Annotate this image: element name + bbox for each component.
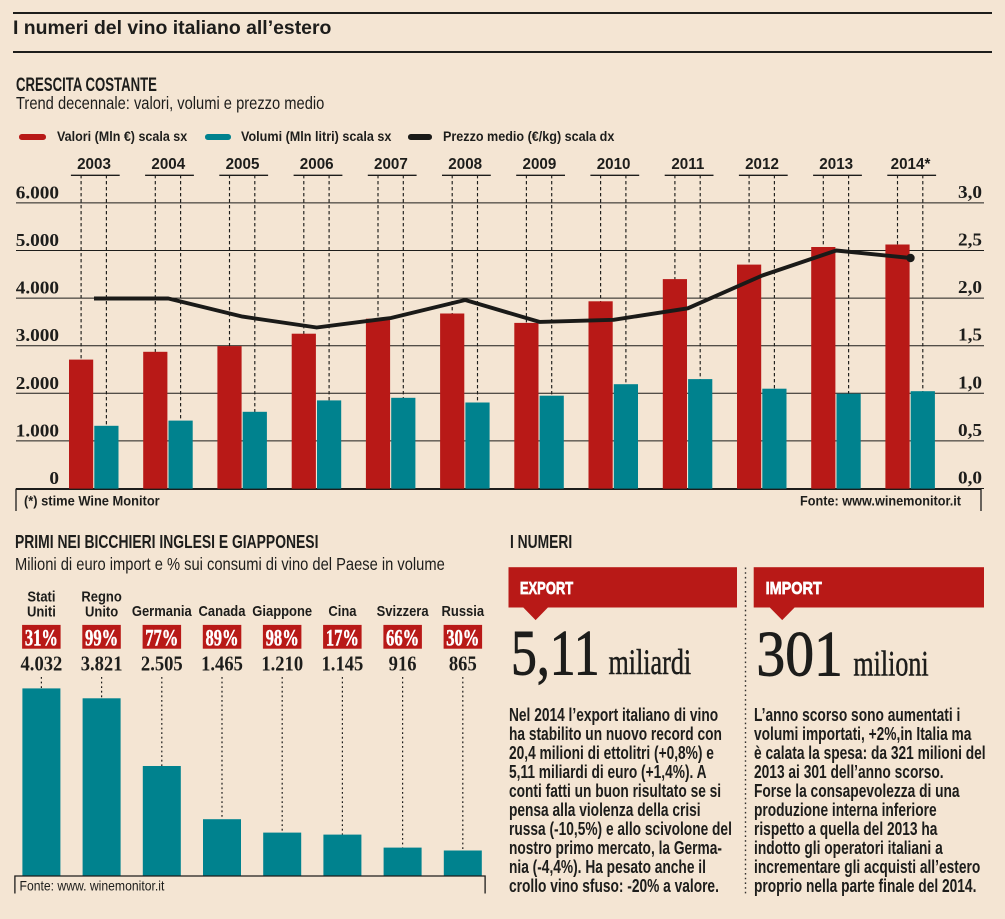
svg-text:Cina: Cina [328,602,356,619]
svg-text:2013: 2013 [819,156,853,173]
svg-text:99%: 99% [85,626,118,651]
svg-text:2011: 2011 [671,156,704,173]
svg-text:916: 916 [389,653,417,676]
svg-text:31%: 31% [25,626,58,651]
svg-text:2012: 2012 [745,156,779,173]
svg-text:1.000: 1.000 [16,421,59,440]
svg-text:6.000: 6.000 [16,183,59,202]
svg-text:2,5: 2,5 [958,230,982,249]
svg-text:1,5: 1,5 [958,325,982,344]
svg-text:2007: 2007 [374,156,408,173]
svg-text:865: 865 [449,653,477,676]
svg-text:2,0: 2,0 [958,278,982,297]
svg-text:2003: 2003 [77,156,111,173]
svg-text:Russia: Russia [442,602,485,619]
svg-text:0: 0 [49,469,59,488]
svg-text:77%: 77% [145,626,178,651]
svg-text:89%: 89% [205,626,238,651]
svg-text:milioni: milioni [853,643,928,683]
svg-text:IMPORT: IMPORT [766,579,822,599]
svg-text:Fonte: www.winemonitor.it: Fonte: www.winemonitor.it [800,493,962,509]
svg-text:1.145: 1.145 [322,653,364,676]
svg-text:5.000: 5.000 [16,231,59,250]
svg-text:0,0: 0,0 [958,468,982,487]
svg-text:98%: 98% [266,626,299,651]
svg-text:4.032: 4.032 [21,653,63,676]
svg-text:1.465: 1.465 [201,653,243,676]
svg-text:301: 301 [756,618,842,690]
svg-text:Unito: Unito [85,603,118,620]
svg-text:Stati: Stati [27,588,55,605]
svg-text:2009: 2009 [522,156,556,173]
svg-text:Giappone: Giappone [252,602,312,619]
svg-text:2005: 2005 [226,156,260,173]
svg-text:Svizzera: Svizzera [377,602,429,619]
svg-text:17%: 17% [326,626,359,651]
svg-text:(*) stime Wine Monitor: (*) stime Wine Monitor [24,493,160,509]
svg-text:miliardi: miliardi [609,642,692,682]
svg-text:1,0: 1,0 [958,373,982,392]
svg-text:Regno: Regno [81,588,121,605]
svg-text:2004: 2004 [151,156,185,173]
svg-text:2.000: 2.000 [16,374,59,393]
svg-text:5,11: 5,11 [511,617,600,689]
svg-text:2006: 2006 [300,156,334,173]
svg-text:30%: 30% [446,626,479,651]
svg-text:3.000: 3.000 [16,326,59,345]
svg-text:3,0: 3,0 [958,183,982,202]
svg-text:2014*: 2014* [891,156,932,173]
svg-text:Uniti: Uniti [27,603,56,620]
svg-text:2010: 2010 [597,156,631,173]
svg-text:4.000: 4.000 [16,278,59,297]
svg-text:0,5: 0,5 [958,421,982,440]
svg-text:Canada: Canada [199,602,246,619]
svg-text:3.821: 3.821 [81,653,123,676]
svg-text:Germania: Germania [132,602,192,619]
svg-text:2.505: 2.505 [141,653,183,676]
svg-text:1.210: 1.210 [261,653,303,676]
svg-text:2008: 2008 [448,156,482,173]
svg-text:Fonte: www. winemonitor.it: Fonte: www. winemonitor.it [20,878,165,894]
svg-text:66%: 66% [386,626,419,651]
svg-text:EXPORT: EXPORT [520,579,574,599]
